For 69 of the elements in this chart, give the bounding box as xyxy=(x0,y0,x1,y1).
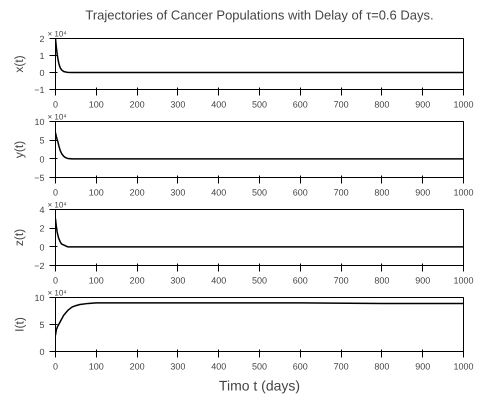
x-tick-label: 500 xyxy=(252,276,268,286)
x-tick-label: 300 xyxy=(170,276,186,286)
x-tick-label: 1000 xyxy=(453,188,474,198)
annotation: × 10⁴ xyxy=(48,288,68,298)
y-axis-title: z(t) xyxy=(12,228,26,246)
x-tick-label: 700 xyxy=(334,362,349,372)
x-tick-label: 700 xyxy=(334,100,349,110)
x-tick-label: 400 xyxy=(211,362,226,372)
y-tick-label: −5 xyxy=(34,173,45,183)
x-tick-label: 600 xyxy=(292,276,308,286)
x-tick-label: 600 xyxy=(292,188,308,198)
x-tick-label: 100 xyxy=(88,276,104,286)
x-tick-label: 400 xyxy=(211,100,226,110)
y-axis-title: I(t) xyxy=(12,317,26,332)
annotation: × 10⁴ xyxy=(48,30,68,38)
chart-title: Trajectories of Cancer Populations with Delay of τ=0.6 Days. xyxy=(85,8,434,22)
text: × 10⁴ xyxy=(48,112,68,122)
y-tick-label: 5 xyxy=(39,320,45,330)
x-tick-label: 900 xyxy=(415,362,430,372)
y-tick-label: −1 xyxy=(34,85,45,95)
y-tick-label: 2 xyxy=(39,224,45,234)
y-axis-title: y(t) xyxy=(12,140,26,158)
y-tick-label: 5 xyxy=(39,136,45,146)
x-tick-label: 600 xyxy=(292,362,308,372)
x-tick-label: 0 xyxy=(52,100,58,110)
x-tick-label: 800 xyxy=(374,188,390,198)
y-tick-label: 0 xyxy=(39,154,45,164)
x-tick-label: 500 xyxy=(252,100,268,110)
y-tick-label: 4 xyxy=(39,205,45,215)
x-tick-label: 0 xyxy=(52,276,58,286)
x-tick-label: 1000 xyxy=(453,276,474,286)
y-tick-label: 0 xyxy=(39,242,45,252)
x-tick-label: 900 xyxy=(415,276,430,286)
x-axis-title: Timo t (days) xyxy=(218,378,300,394)
x-tick-label: 0 xyxy=(52,362,58,372)
x-tick-label: 200 xyxy=(130,362,145,372)
x-tick-label: 800 xyxy=(374,362,390,372)
x-tick-label: 0 xyxy=(52,188,58,198)
x-tick-label: 600 xyxy=(292,100,308,110)
x-tick-label: 300 xyxy=(170,188,186,198)
x-tick-label: 1000 xyxy=(453,362,474,372)
x-tick-label: 900 xyxy=(415,188,430,198)
x-tick-label: 300 xyxy=(170,100,186,110)
y-tick-label: 10 xyxy=(34,117,45,127)
text: × 10⁴ xyxy=(48,200,68,210)
x-tick-label: 800 xyxy=(374,276,390,286)
x-tick-label: 100 xyxy=(88,188,104,198)
x-tick-label: 700 xyxy=(334,188,349,198)
x-tick-label: 100 xyxy=(88,362,104,372)
x-tick-label: 200 xyxy=(130,276,145,286)
y-tick-label: 10 xyxy=(34,293,45,303)
x-tick-label: 100 xyxy=(88,100,104,110)
x-tick-label: 400 xyxy=(211,276,226,286)
y-tick-label: 0 xyxy=(39,68,45,78)
y-tick-label: −2 xyxy=(34,261,45,271)
x-tick-label: 700 xyxy=(334,276,349,286)
x-tick-label: 200 xyxy=(130,188,145,198)
y-tick-label: 2 xyxy=(39,34,45,44)
x-tick-label: 900 xyxy=(415,100,430,110)
x-tick-label: 800 xyxy=(374,100,390,110)
x-tick-label: 500 xyxy=(252,362,268,372)
y-tick-label: 1 xyxy=(39,51,45,61)
x-tick-label: 400 xyxy=(211,188,226,198)
x-tick-label: 500 xyxy=(252,188,268,198)
x-tick-label: 300 xyxy=(170,362,186,372)
x-tick-label: 200 xyxy=(130,100,145,110)
y-axis-title: x(t) xyxy=(12,55,26,73)
y-tick-label: 0 xyxy=(39,347,45,357)
x-tick-label: 1000 xyxy=(453,100,474,110)
